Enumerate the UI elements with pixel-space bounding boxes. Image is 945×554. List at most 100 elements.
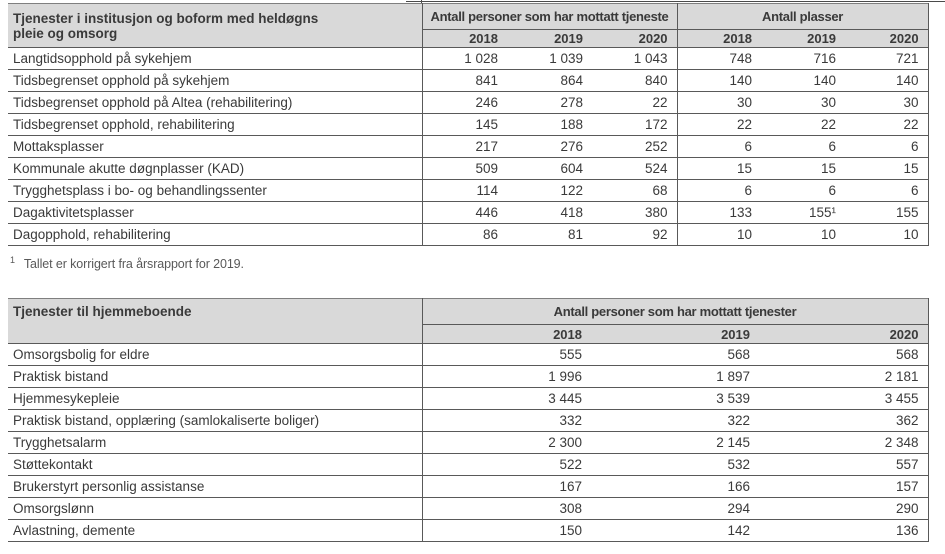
row-label: Avlastning, demente [13, 523, 136, 538]
table-row: Dagaktivitetsplasser 446 418 380 133 155… [8, 201, 929, 224]
value-cell-with-footnote: 155¹ [809, 205, 837, 220]
value-cell: 568 [759, 343, 929, 366]
value-cell: 22 [652, 95, 668, 110]
value-cell: 362 [759, 409, 929, 432]
value-cell: 864 [560, 73, 583, 88]
institution-services-table: Tjenester i institusjon og boform med he… [8, 3, 929, 246]
value-cell: 22 [845, 113, 929, 136]
value-cell: 15 [821, 161, 837, 176]
row-label: Praktisk bistand, opplæring (samlokalise… [13, 413, 320, 428]
value-cell: 290 [759, 497, 929, 520]
table1-year-header: 2020 [638, 31, 668, 46]
value-cell: 1 028 [421, 47, 507, 70]
table1-year-header: 2018 [421, 29, 507, 48]
value-cell: 1 039 [549, 51, 583, 66]
value-cell: 246 [421, 91, 507, 114]
value-cell: 308 [421, 497, 591, 520]
value-cell: 166 [727, 479, 750, 494]
value-cell: 446 [421, 201, 507, 224]
value-cell: 604 [560, 161, 583, 176]
value-cell: 2 300 [421, 431, 591, 454]
value-cell: 380 [645, 205, 668, 220]
cropped-content-line [406, 1, 945, 2]
table-row: Hjemmesykepleie 3 445 3 539 3 455 [8, 387, 929, 410]
value-cell: 1 043 [633, 51, 668, 66]
table1-group1-header: Antall personer som har mottatt tjeneste [421, 3, 678, 30]
value-cell: 716 [813, 51, 837, 66]
value-cell: 2 181 [759, 365, 929, 388]
value-cell: 92 [652, 227, 668, 242]
row-label: Brukerstyrt personlig assistanse [13, 479, 205, 494]
table-row: Praktisk bistand, opplæring (samlokalise… [8, 409, 929, 432]
footnote-marker: 1 [10, 255, 15, 265]
value-cell: 188 [560, 117, 583, 132]
value-cell: 30 [845, 91, 929, 114]
row-label: Hjemmesykepleie [13, 391, 120, 406]
table1-year-header: 2018 [676, 29, 762, 48]
value-cell: 155 [845, 201, 929, 224]
table1-title-line2: pleie og omsorg [13, 25, 118, 41]
value-cell: 140 [676, 69, 762, 92]
row-label: Støttekontakt [13, 457, 93, 472]
value-cell: 276 [560, 139, 583, 154]
table2-group-header: Antall personer som har mottatt tjeneste… [421, 298, 929, 325]
row-label: Dagopphold, rehabilitering [13, 227, 171, 242]
table1-title: Tjenester i institusjon og boform med he… [8, 4, 422, 48]
value-cell: 22 [676, 113, 762, 136]
value-cell: 81 [567, 227, 583, 242]
value-cell: 252 [645, 139, 668, 154]
table1-year-header: 2019 [807, 31, 837, 46]
value-cell: 172 [645, 117, 668, 132]
value-cell: 332 [421, 409, 591, 432]
value-cell: 15 [845, 157, 929, 180]
value-cell: 30 [676, 91, 762, 114]
value-cell: 6 [676, 135, 762, 158]
value-cell: 30 [821, 95, 837, 110]
value-cell: 418 [560, 205, 583, 220]
table-row: Omsorgsbolig for eldre 555 568 568 [8, 343, 929, 366]
footnote-text: Tallet er korrigert fra årsrapport for 2… [23, 257, 244, 272]
value-cell: 840 [645, 73, 668, 88]
table-row: Trygghetsplass i bo- og behandlingssente… [8, 179, 929, 202]
value-cell: 522 [421, 453, 591, 476]
row-label: Tidsbegrenset opphold på Altea (rehabili… [13, 95, 293, 110]
value-cell: 3 445 [421, 387, 591, 410]
row-label: Trygghetsplass i bo- og behandlingssente… [13, 183, 267, 198]
value-cell: 555 [421, 343, 591, 366]
value-cell: 748 [676, 47, 762, 70]
footnote: 1 Tallet er korrigert fra årsrapport for … [10, 255, 244, 271]
row-label: Omsorgslønn [13, 501, 95, 516]
table2-year-header: 2018 [421, 324, 591, 344]
value-cell: 6 [676, 179, 762, 202]
table2-year-header: 2019 [721, 326, 750, 342]
value-cell: 6 [828, 139, 837, 154]
row-label: Praktisk bistand [13, 369, 109, 384]
value-cell: 841 [421, 69, 507, 92]
row-label: Tidsbegrenset opphold, rehabilitering [13, 117, 235, 132]
value-cell: 557 [759, 453, 929, 476]
value-cell: 2 145 [716, 435, 750, 450]
table-row: Mottaksplasser 217 276 252 6 6 6 [8, 135, 929, 158]
value-cell: 322 [727, 413, 750, 428]
table2-title: Tjenester til hjemmeboende [13, 304, 192, 319]
table1-year-header: 2020 [845, 29, 929, 48]
value-cell: 142 [727, 523, 750, 538]
value-cell: 721 [845, 47, 929, 70]
value-cell: 167 [421, 475, 591, 498]
value-cell: 3 455 [759, 387, 929, 410]
table-row: Omsorgslønn 308 294 290 [8, 497, 929, 520]
value-cell: 150 [421, 519, 591, 542]
value-cell: 278 [560, 95, 583, 110]
value-cell: 1 897 [716, 369, 750, 384]
value-cell: 6 [845, 135, 929, 158]
table-row: Trygghetsalarm 2 300 2 145 2 348 [8, 431, 929, 454]
row-label: Mottaksplasser [13, 139, 104, 154]
table-row: Støttekontakt 522 532 557 [8, 453, 929, 476]
cropped-content-tick [421, 0, 422, 4]
row-label: Tidsbegrenset opphold på sykehjem [13, 73, 230, 88]
table-row: Tidsbegrenset opphold, rehabilitering 14… [8, 113, 929, 136]
value-cell: 140 [845, 69, 929, 92]
value-cell: 140 [813, 73, 837, 88]
value-cell: 509 [421, 157, 507, 180]
